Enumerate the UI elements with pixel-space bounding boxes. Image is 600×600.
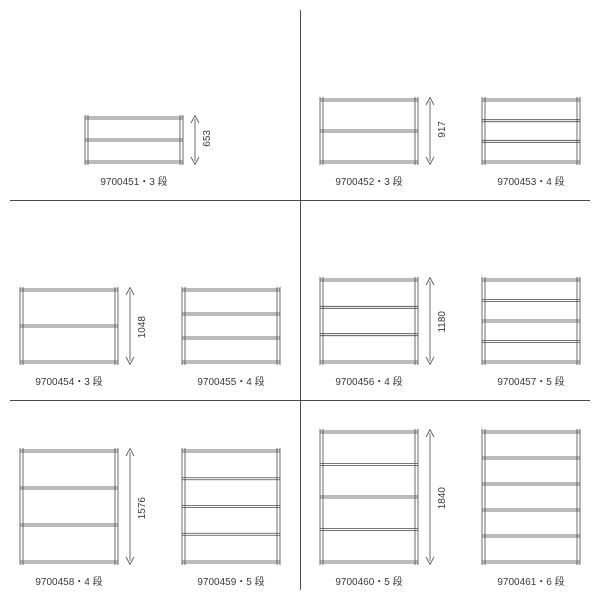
shelf-id: 9700454 — [35, 377, 74, 388]
dimension-label: 1840 — [437, 487, 448, 509]
shelf-tiers: 4 — [546, 177, 552, 188]
shelf-caption: 9700459・5 段 — [181, 573, 281, 588]
shelf-tiers: 5 — [246, 577, 252, 588]
shelf-suffix: 段 — [555, 377, 565, 388]
cell-3: 9700456・4 段 1180 9700457・5 段 — [300, 200, 600, 400]
cell-1: 9700452・3 段 917 9700453・4 段 — [300, 0, 600, 200]
shelf-unit — [19, 448, 119, 570]
shelf-id: 9700452 — [335, 177, 374, 188]
shelf-tiers: 4 — [384, 377, 390, 388]
shelf-suffix: 段 — [555, 177, 565, 188]
shelf-id: 9700460 — [335, 577, 374, 588]
shelf-tiers: 6 — [546, 577, 552, 588]
dimension-label: 917 — [437, 121, 448, 138]
dimension-label: 1576 — [137, 497, 148, 519]
shelf-diagram — [319, 277, 419, 365]
shelf-diagram — [84, 115, 184, 165]
shelf-diagram — [481, 277, 581, 365]
shelf-suffix: 段 — [93, 577, 103, 588]
shelf-unit — [481, 277, 581, 370]
shelf-unit — [481, 429, 581, 570]
shelf-unit — [181, 287, 281, 370]
shelf-unit — [481, 97, 581, 170]
cell-4: 9700458・4 段 1576 9700459・5 段 — [0, 400, 300, 600]
shelf-tiers: 4 — [246, 377, 252, 388]
shelf-id: 9700457 — [497, 377, 536, 388]
shelf-caption: 9700451・3 段 — [84, 173, 184, 188]
shelf-caption: 9700458・4 段 — [19, 573, 119, 588]
shelf-suffix: 段 — [555, 577, 565, 588]
dimension-arrow — [125, 448, 137, 570]
shelf-diagram — [319, 97, 419, 165]
shelf-id: 9700461 — [497, 577, 536, 588]
dimension-arrow — [425, 97, 437, 170]
shelf-unit — [84, 115, 184, 170]
shelf-suffix: 段 — [255, 377, 265, 388]
shelf-suffix: 段 — [393, 577, 403, 588]
shelf-diagram — [19, 448, 119, 565]
cell-2: 9700454・3 段 1048 9700455・4 段 — [0, 200, 300, 400]
shelf-caption: 9700456・4 段 — [319, 373, 419, 388]
shelf-unit — [19, 287, 119, 370]
shelf-comparison-grid: 9700451・3 段 653 9700452・3 段 917 9700453・… — [0, 0, 600, 600]
shelf-tiers: 3 — [384, 177, 390, 188]
shelf-diagram — [181, 287, 281, 365]
shelf-tiers: 5 — [384, 577, 390, 588]
shelf-unit — [319, 277, 419, 370]
shelf-suffix: 段 — [393, 177, 403, 188]
shelf-id: 9700453 — [497, 177, 536, 188]
shelf-suffix: 段 — [255, 577, 265, 588]
shelf-tiers: 5 — [546, 377, 552, 388]
shelf-id: 9700455 — [197, 377, 236, 388]
shelf-caption: 9700461・6 段 — [481, 573, 581, 588]
shelf-suffix: 段 — [158, 177, 168, 188]
shelf-caption: 9700460・5 段 — [319, 573, 419, 588]
shelf-tiers: 3 — [84, 377, 90, 388]
shelf-id: 9700459 — [197, 577, 236, 588]
dimension-arrow — [125, 287, 137, 370]
shelf-caption: 9700453・4 段 — [481, 173, 581, 188]
shelf-diagram — [481, 97, 581, 165]
shelf-id: 9700451 — [100, 177, 139, 188]
shelf-id: 9700458 — [35, 577, 74, 588]
dimension-arrow — [425, 429, 437, 570]
shelf-unit — [319, 429, 419, 570]
dimension-arrow — [190, 115, 202, 170]
shelf-unit — [181, 448, 281, 570]
shelf-tiers: 3 — [149, 177, 155, 188]
shelf-id: 9700456 — [335, 377, 374, 388]
dimension-label: 1048 — [137, 316, 148, 338]
shelf-caption: 9700454・3 段 — [19, 373, 119, 388]
shelf-diagram — [19, 287, 119, 365]
shelf-caption: 9700457・5 段 — [481, 373, 581, 388]
dimension-label: 1180 — [437, 311, 448, 333]
shelf-caption: 9700452・3 段 — [319, 173, 419, 188]
shelf-diagram — [181, 448, 281, 565]
cell-0: 9700451・3 段 653 — [0, 0, 300, 200]
shelf-suffix: 段 — [393, 377, 403, 388]
shelf-tiers: 4 — [84, 577, 90, 588]
dimension-arrow — [425, 277, 437, 370]
shelf-caption: 9700455・4 段 — [181, 373, 281, 388]
cell-5: 9700460・5 段 1840 9700461・6 段 — [300, 400, 600, 600]
shelf-diagram — [319, 429, 419, 565]
dimension-label: 653 — [202, 130, 213, 147]
shelf-diagram — [481, 429, 581, 565]
shelf-unit — [319, 97, 419, 170]
shelf-suffix: 段 — [93, 377, 103, 388]
